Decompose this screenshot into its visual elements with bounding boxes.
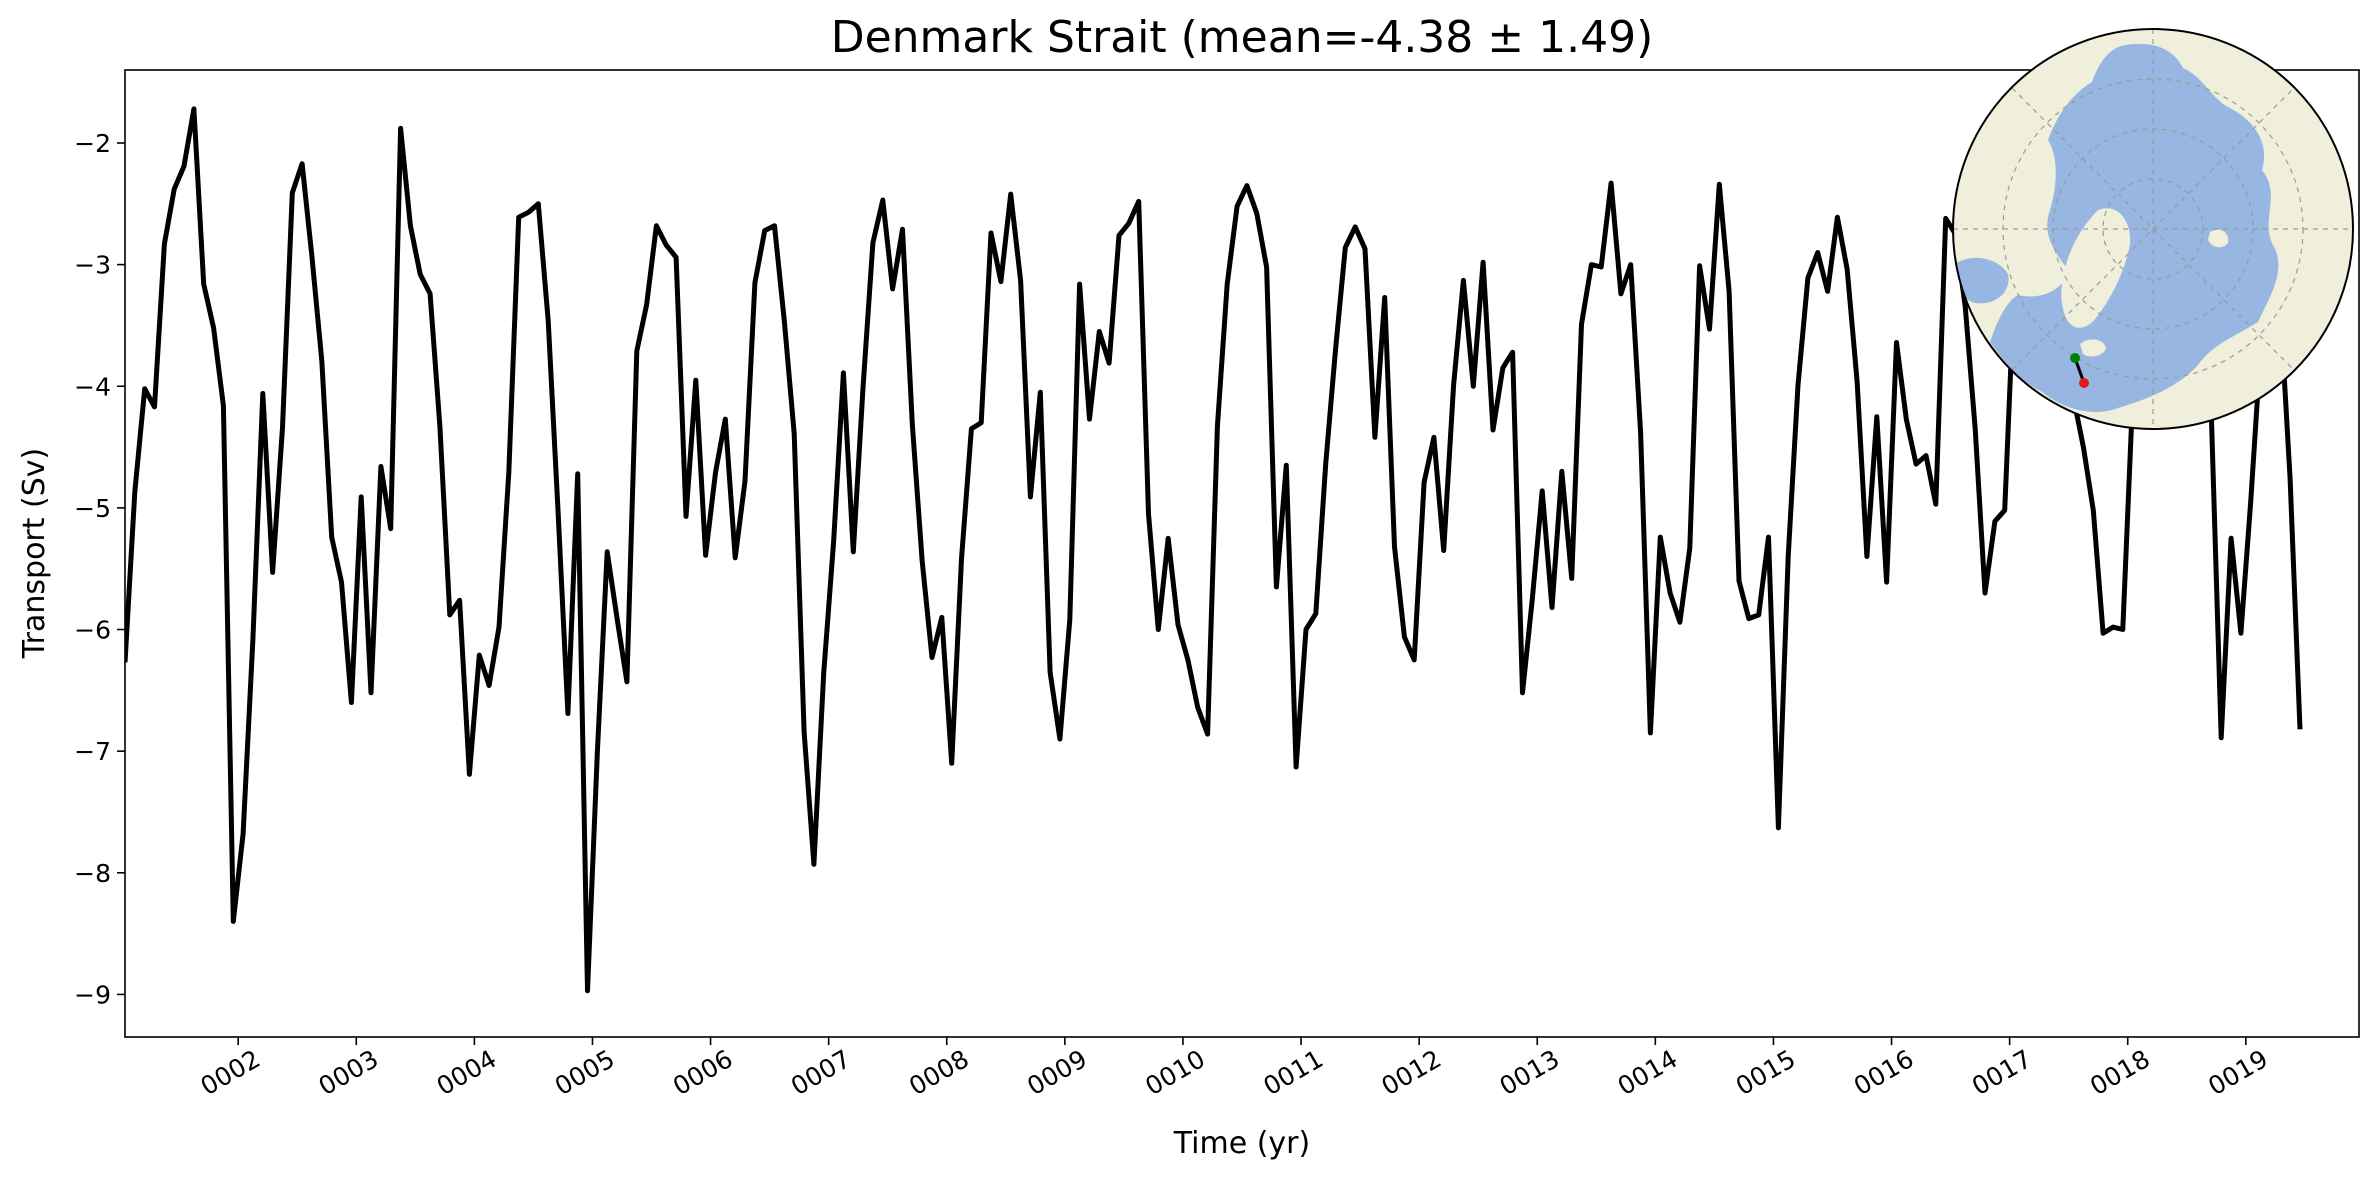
inset-map xyxy=(1952,28,2354,430)
x-tick-label: 0016 xyxy=(1849,1044,1919,1101)
x-tick-label: 0011 xyxy=(1258,1044,1328,1101)
x-tick-label: 0012 xyxy=(1377,1044,1447,1101)
y-tick-label: −2 xyxy=(74,129,111,158)
x-tick-label: 0018 xyxy=(2085,1044,2155,1101)
x-axis: 0002 0003 0004 0005 0006 0007 0008 0009 0010 0011… xyxy=(196,1037,2273,1101)
plot-frame xyxy=(124,69,2360,1038)
x-tick-label: 0007 xyxy=(786,1044,856,1101)
greenland xyxy=(2061,208,2131,328)
y-tick-label: −3 xyxy=(74,251,111,280)
graticule xyxy=(1953,29,2353,429)
svalbard xyxy=(2208,229,2229,248)
x-tick-label: 0019 xyxy=(2203,1044,2273,1101)
inset-map-border xyxy=(1952,28,2354,430)
x-tick-label: 0003 xyxy=(314,1044,384,1101)
x-tick-label: 0013 xyxy=(1495,1044,1565,1101)
iceland xyxy=(2080,339,2106,357)
y-tick-label: −4 xyxy=(74,372,111,401)
section-start-marker xyxy=(2070,353,2080,363)
x-tick-label: 0002 xyxy=(196,1044,266,1101)
y-tick-label: −8 xyxy=(74,859,111,888)
x-tick-label: 0008 xyxy=(904,1044,974,1101)
transport-series-line xyxy=(125,106,2303,994)
x-tick-label: 0015 xyxy=(1731,1044,1801,1101)
x-tick-label: 0010 xyxy=(1140,1044,1210,1101)
x-tick-label: 0014 xyxy=(1613,1044,1683,1101)
y-tick-label: −6 xyxy=(74,616,111,645)
section-end-marker xyxy=(2079,378,2089,388)
y-tick-label: −5 xyxy=(74,494,111,523)
chart-title: Denmark Strait (mean=-4.38 ± 1.49) xyxy=(831,12,1654,63)
x-tick-label: 0006 xyxy=(668,1044,738,1101)
y-axis: −9 −8 −7 −6 −5 −4 −3 −2 xyxy=(74,129,125,1009)
x-axis-label: Time (yr) xyxy=(1173,1126,1310,1161)
hudson-bay xyxy=(1953,258,2009,304)
x-tick-label: 0009 xyxy=(1022,1044,1092,1101)
x-tick-label: 0017 xyxy=(1967,1044,2037,1101)
y-tick-label: −7 xyxy=(74,737,111,766)
x-tick-label: 0004 xyxy=(432,1044,502,1101)
y-tick-label: −9 xyxy=(74,980,111,1009)
x-tick-label: 0005 xyxy=(550,1044,620,1101)
y-axis-label: Transport (Sv) xyxy=(17,448,52,660)
